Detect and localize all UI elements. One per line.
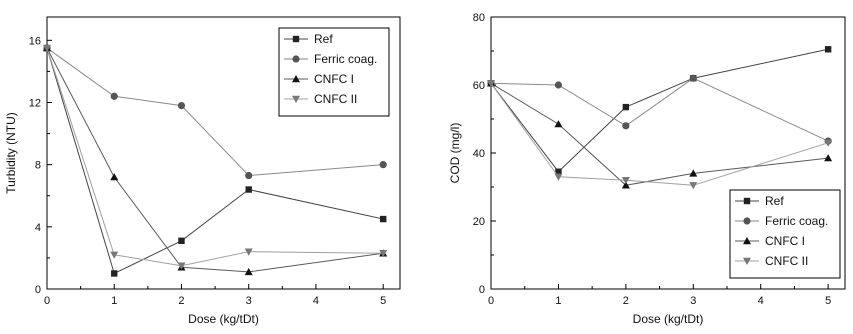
y-tick-label: 80 [473, 12, 485, 24]
data-point-series-4 [244, 248, 253, 256]
data-point-series-3 [554, 120, 563, 128]
legend-box [729, 189, 841, 279]
data-point-series-4 [379, 250, 388, 258]
y-tick-label: 16 [29, 35, 41, 47]
legend-label: CNFC I [314, 72, 354, 86]
data-point-series-3 [244, 267, 253, 276]
y-axis-title: Turbidity (NTU) [4, 112, 18, 194]
data-point-series-3 [689, 169, 698, 177]
data-point-series-2 [245, 171, 253, 180]
legend-marker [743, 197, 751, 205]
series-line-4 [490, 83, 829, 186]
data-point-series-4 [689, 182, 698, 190]
data-point-series-1 [555, 168, 562, 175]
series-line-2 [490, 77, 829, 142]
data-point-series-2 [177, 101, 186, 110]
x-tick-label: 5 [825, 295, 831, 307]
x-tick-label: 3 [246, 295, 252, 307]
y-tick-label: 8 [35, 160, 41, 172]
data-point-series-1 [824, 46, 832, 53]
x-tick-label: 4 [313, 295, 319, 307]
data-point-series-3 [110, 173, 119, 181]
legend-marker [292, 75, 300, 83]
data-point-series-4 [43, 44, 51, 53]
data-point-series-1 [111, 270, 118, 277]
legend-label: Ferric coag. [314, 52, 377, 66]
legend-label: CNFC II [765, 254, 808, 268]
data-point-series-2 [554, 81, 563, 89]
y-tick-label: 60 [473, 80, 485, 92]
data-point-series-2 [379, 161, 387, 169]
data-point-series-3 [621, 181, 630, 189]
legend-box [278, 27, 390, 117]
x-tick-label: 0 [488, 295, 494, 307]
plot-frame [46, 16, 401, 290]
data-point-series-4 [554, 173, 563, 181]
data-point-series-4 [177, 262, 186, 270]
chart-2: 0 1 2 3 4 5 0 20 40 60 80 Dose (kg/tDt) COD (mg/l) Re… [448, 12, 846, 326]
data-point-series-4 [824, 139, 833, 147]
legend-label: Ferric coag. [765, 214, 828, 228]
x-tick-label: 1 [555, 295, 561, 307]
x-axis-title: Dose (kg/tDt) [633, 312, 704, 326]
data-point-series-1 [379, 215, 387, 223]
series-line-3 [490, 82, 829, 186]
x-tick-label: 2 [623, 295, 629, 307]
y-tick-label: 0 [35, 284, 41, 296]
y-tick-label: 20 [473, 216, 485, 228]
legend-marker [292, 35, 300, 43]
legend-marker [743, 217, 751, 225]
legend-marker [292, 95, 300, 103]
x-tick-label: 5 [380, 295, 386, 307]
y-tick-label: 0 [479, 284, 485, 296]
data-point-series-3 [824, 154, 833, 162]
legend-label: CNFC II [314, 92, 357, 106]
data-point-series-1 [178, 237, 185, 245]
y-tick-label: 40 [473, 148, 485, 160]
data-point-series-1 [245, 186, 252, 193]
x-tick-label: 4 [758, 295, 764, 307]
data-point-series-2 [622, 122, 630, 130]
x-tick-label: 2 [178, 295, 184, 307]
y-tick-label: 12 [29, 97, 41, 109]
legend-label: Ref [314, 32, 333, 46]
legend-label: Ref [765, 194, 784, 208]
y-tick-label: 4 [35, 222, 41, 234]
data-point-series-4 [621, 177, 630, 185]
data-point-series-1 [622, 103, 630, 111]
x-tick-label: 0 [44, 295, 50, 307]
legend-marker [743, 237, 751, 245]
data-point-series-4 [110, 251, 119, 259]
data-point-series-2 [689, 74, 697, 82]
legend-marker [292, 55, 300, 63]
x-tick-label: 1 [111, 295, 117, 307]
legend-label: CNFC I [765, 234, 805, 248]
y-axis-title: COD (mg/l) [448, 123, 462, 184]
x-axis-title: Dose (kg/tDt) [188, 312, 259, 326]
data-point-series-2 [110, 92, 118, 100]
legend-marker [743, 257, 751, 265]
data-point-series-4 [487, 80, 495, 88]
x-tick-label: 3 [690, 295, 696, 307]
